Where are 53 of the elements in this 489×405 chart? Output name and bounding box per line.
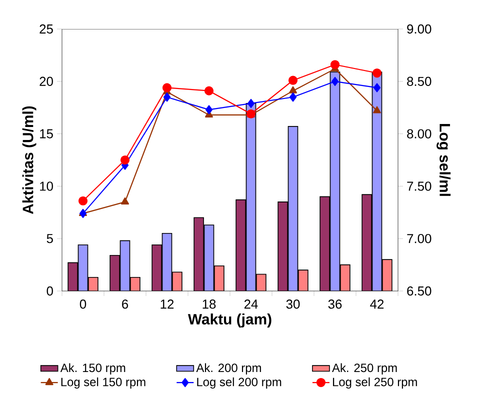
bar: [120, 240, 130, 291]
point: [372, 68, 382, 78]
point: [288, 86, 298, 94]
y-tick-label: 20: [40, 76, 53, 86]
point: [204, 86, 214, 96]
point: [78, 196, 88, 206]
y-tick-label: 0: [46, 286, 53, 296]
point: [373, 83, 381, 92]
y2-tick-label: 6.50: [407, 286, 432, 296]
point: [247, 98, 255, 108]
bar: [372, 72, 382, 291]
point: [162, 83, 172, 92]
point: [330, 60, 340, 70]
y2-tick-label: 7.00: [407, 234, 432, 244]
y-tick-label: 15: [40, 129, 53, 138]
bar: [288, 126, 298, 291]
legend-label: Log sel 150 rpm: [61, 377, 146, 389]
y2-tick-label: 7.50: [407, 182, 432, 191]
x-tick-label: 30: [286, 300, 300, 309]
bar: [246, 103, 256, 291]
y-tick-label: 10: [40, 182, 53, 191]
y-tick-label: 5: [46, 234, 53, 244]
legend-label: Ak. 150 rpm: [60, 363, 126, 374]
point: [120, 197, 130, 204]
x-tick-label: 18: [202, 300, 216, 309]
point: [372, 106, 382, 114]
point: [205, 105, 213, 114]
y2-axis-title: Log sel/ml: [436, 124, 451, 196]
y-tick-label: 25: [40, 24, 53, 34]
x-tick-label: 24: [244, 300, 258, 309]
bar: [78, 244, 88, 291]
x-tick-label: 36: [328, 300, 342, 309]
point: [289, 92, 297, 102]
legend-label: Log sel 250 rpm: [332, 377, 417, 389]
x-axis-title: Waktu (jam): [188, 314, 272, 328]
bar: [162, 232, 172, 291]
point: [331, 76, 339, 86]
bar: [330, 72, 340, 291]
x-tick-label: 0: [80, 300, 86, 309]
legend-label: Ak. 250 rpm: [332, 363, 397, 374]
bar: [204, 224, 214, 291]
y-axis-title: Aktivitas (U/ml): [22, 106, 36, 214]
y2-tick-label: 8.50: [407, 76, 432, 86]
point: [120, 155, 130, 165]
y2-tick-label: 8.00: [407, 129, 432, 138]
y2-tick-label: 9.00: [407, 24, 432, 34]
point: [288, 76, 298, 85]
x-tick-label: 42: [370, 300, 384, 309]
x-tick-label: 12: [160, 300, 174, 309]
legend-label: Log sel 200 rpm: [197, 377, 282, 389]
point: [163, 92, 171, 102]
x-tick-label: 6: [122, 300, 128, 309]
legend-label: Ak. 200 rpm: [196, 363, 261, 374]
